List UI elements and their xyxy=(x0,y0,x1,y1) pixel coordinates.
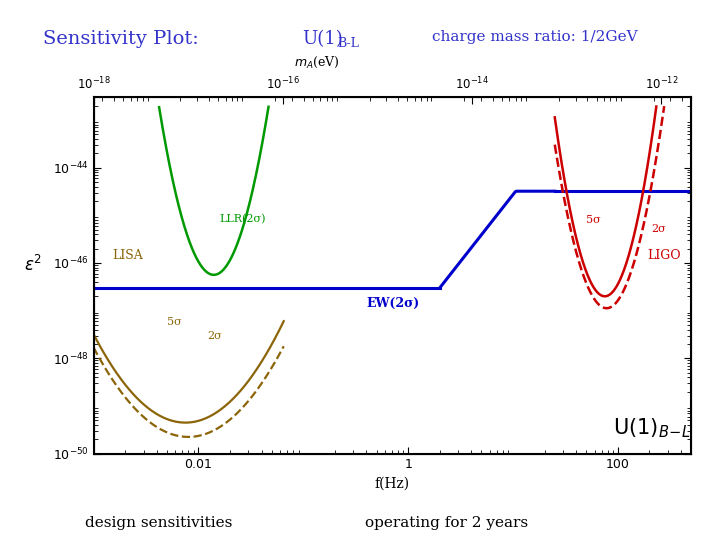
Text: 5σ: 5σ xyxy=(586,215,601,225)
Text: $m_A$(eV): $m_A$(eV) xyxy=(294,55,340,70)
Text: LIGO: LIGO xyxy=(647,249,681,262)
X-axis label: f(Hz): f(Hz) xyxy=(375,477,410,491)
Text: U(1): U(1) xyxy=(302,30,343,48)
Text: B-L: B-L xyxy=(337,37,359,50)
Text: charge mass ratio: 1/2GeV: charge mass ratio: 1/2GeV xyxy=(432,30,638,44)
Y-axis label: $\epsilon^2$: $\epsilon^2$ xyxy=(24,255,42,275)
Text: EW(2σ): EW(2σ) xyxy=(366,297,420,310)
Text: 5σ: 5σ xyxy=(167,317,181,327)
Text: operating for 2 years: operating for 2 years xyxy=(365,516,528,530)
Text: 2σ: 2σ xyxy=(207,332,222,341)
Text: LLR(2σ): LLR(2σ) xyxy=(220,214,266,225)
Text: LISA: LISA xyxy=(112,249,143,262)
Text: 2σ: 2σ xyxy=(652,224,667,234)
Text: design sensitivities: design sensitivities xyxy=(85,516,232,530)
Text: $\mathrm{U(1)}_{B\!-\!L}$: $\mathrm{U(1)}_{B\!-\!L}$ xyxy=(613,417,690,440)
Text: Sensitivity Plot:: Sensitivity Plot: xyxy=(43,30,199,48)
